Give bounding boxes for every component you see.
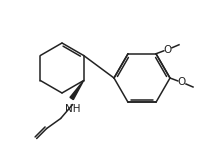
Text: NH: NH [65,103,80,113]
Polygon shape [70,80,84,100]
Text: O: O [164,45,172,55]
Text: O: O [178,77,186,87]
